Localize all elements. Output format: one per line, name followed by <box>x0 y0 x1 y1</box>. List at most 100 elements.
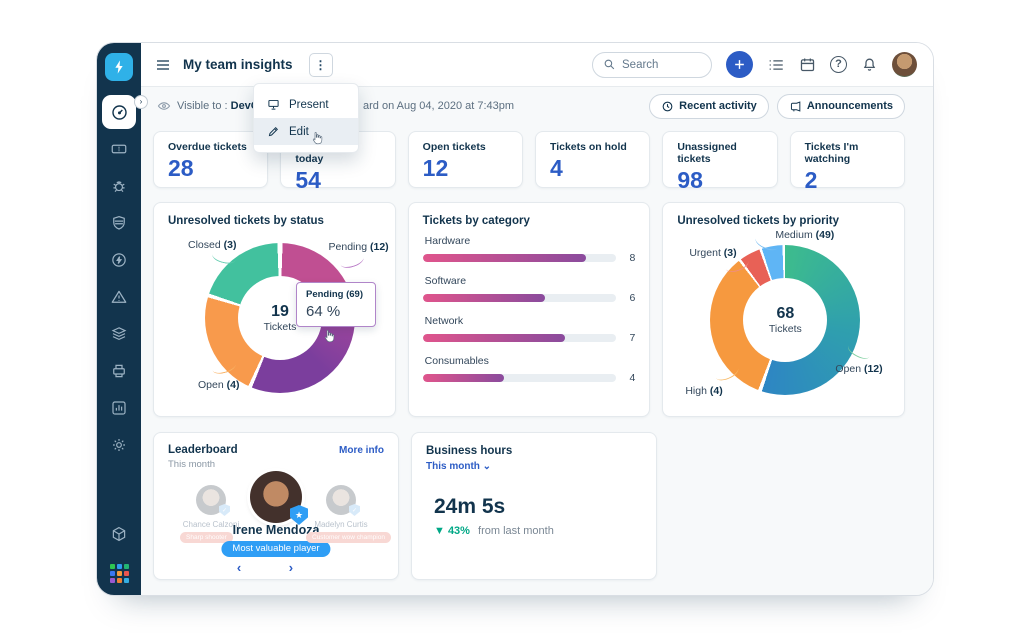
category-bar-row[interactable]: Hardware 8 <box>422 235 635 264</box>
label-pending: Pending (12) <box>328 241 389 253</box>
notifications-button[interactable] <box>861 56 878 73</box>
leaderboard-avatar-winner[interactable]: ★ <box>250 471 308 525</box>
star-shield-badge-icon: ★ <box>290 505 308 525</box>
stat-card[interactable]: Tickets on hold 4 <box>534 131 651 188</box>
shield-badge-icon: ✓ <box>219 504 230 516</box>
sidebar-item-problems[interactable] <box>102 169 136 203</box>
calendar-icon <box>800 58 815 72</box>
main-area: My team insights ⋮ Search <box>141 43 933 595</box>
user-avatar[interactable] <box>892 52 917 77</box>
leaderboard-avatar-right[interactable]: ✓ <box>326 485 360 516</box>
dashboard-kebab-menu-button[interactable]: ⋮ <box>308 52 333 77</box>
card-tickets-by-category: Tickets by category Hardware 8 Software … <box>407 202 651 417</box>
card-business-hours: Business hours This month ⌄ 24m 5s ▼ 43%… <box>411 432 657 580</box>
chart-title: Unresolved tickets by priority <box>677 215 840 227</box>
todo-list-button[interactable] <box>767 56 785 74</box>
chart-title: Unresolved tickets by status <box>168 215 324 227</box>
badge-pill: Sharp shooter <box>180 532 233 543</box>
bar-track <box>422 254 617 262</box>
category-bar-row[interactable]: Consumables 4 <box>422 355 635 384</box>
bar-fill <box>422 294 546 302</box>
shield-badge-icon: ✓ <box>349 504 360 516</box>
stat-card[interactable]: Tickets I'm watching 2 <box>789 131 905 193</box>
present-screen-icon <box>268 99 279 110</box>
bar-value: 6 <box>629 292 636 304</box>
sidebar-item-tickets[interactable] <box>102 132 136 166</box>
dashboard-context-menu: Present Edit <box>253 83 359 153</box>
bar-fill <box>422 334 566 342</box>
stat-label: Tickets on hold <box>549 141 627 153</box>
category-bar-row[interactable]: Software 6 <box>422 275 636 304</box>
plus-icon <box>735 60 744 69</box>
sidebar-item-releases[interactable] <box>102 243 136 277</box>
help-button[interactable]: ? <box>830 56 847 73</box>
sidebar-item-alerts[interactable] <box>102 280 136 314</box>
label-open: Open (12) <box>835 363 883 375</box>
bar-track <box>422 294 617 302</box>
mvp-badge-pill: Most valuable player <box>221 541 331 557</box>
calendar-button[interactable] <box>799 56 816 73</box>
label-medium: Medium (49) <box>775 229 835 241</box>
stat-label: Overdue tickets <box>168 141 247 153</box>
card-unresolved-by-priority: Unresolved tickets by priority 68 Ticket… <box>662 202 906 417</box>
label-urgent: Urgent (3) <box>689 247 737 259</box>
stat-card[interactable]: Unassigned tickets 98 <box>662 131 778 193</box>
label-open: Open (4) <box>198 379 240 391</box>
business-hours-period-select[interactable]: This month ⌄ <box>426 461 492 472</box>
stat-card[interactable]: Overdue tickets 28 <box>153 131 269 188</box>
sidebar-item-contracts[interactable] <box>102 354 136 388</box>
leaderboard-winner-name: Irene Mendoza <box>232 523 320 537</box>
sidebar: › ••• <box>97 43 148 595</box>
topbar: My team insights ⋮ Search <box>141 43 933 87</box>
sidebar-item-sandbox[interactable]: ••• <box>102 517 144 551</box>
eye-icon <box>157 102 171 110</box>
bar-value: 7 <box>629 332 636 344</box>
sidebar-item-changes[interactable] <box>102 206 136 240</box>
sidebar-expand-icon[interactable]: › <box>134 95 148 109</box>
stat-label: Tickets I'm watching <box>804 141 859 165</box>
hamburger-menu-icon[interactable] <box>155 57 171 73</box>
business-hours-value: 24m 5s <box>434 495 506 518</box>
leaderboard-name: Madelyn Curtis <box>314 520 368 529</box>
megaphone-icon <box>790 100 801 112</box>
history-clock-icon <box>662 101 673 111</box>
hand-cursor-icon <box>310 131 325 149</box>
checklist-icon <box>769 59 783 70</box>
down-arrow-delta: ▼ 43% <box>434 525 470 537</box>
search-input[interactable]: Search <box>592 51 712 78</box>
more-info-link[interactable]: More info <box>339 445 384 456</box>
sidebar-item-assets[interactable]: ••• <box>102 317 144 351</box>
leaderboard-avatar-left[interactable]: ✓ <box>196 485 230 516</box>
stats-row: Overdue tickets 28 Tickets due today 54 … <box>153 131 905 193</box>
category-label: Network <box>424 315 464 327</box>
create-new-button[interactable] <box>726 51 753 78</box>
freshworks-bolt-logo[interactable] <box>105 53 133 81</box>
bar-track <box>422 374 617 382</box>
stat-card[interactable]: Open tickets 12 <box>407 131 523 188</box>
category-bars: Hardware 8 Software 6 Network <box>422 235 636 384</box>
app-switcher-grid-icon[interactable] <box>109 564 129 583</box>
stat-value: 12 <box>422 155 449 181</box>
recent-activity-button[interactable]: Recent activity <box>649 93 769 119</box>
stat-label: Unassigned tickets <box>677 141 737 165</box>
hand-cursor-icon <box>322 329 337 349</box>
leaderboard-pager-arrows[interactable]: ‹ › <box>236 560 316 575</box>
announcements-button[interactable]: Announcements <box>776 93 905 119</box>
priority-donut-chart[interactable]: 68 Tickets <box>710 245 861 395</box>
category-bar-row[interactable]: Network 7 <box>422 315 636 344</box>
bar-fill <box>422 254 586 262</box>
menu-item-edit[interactable]: Edit <box>254 118 358 145</box>
menu-item-present[interactable]: Present <box>254 91 358 118</box>
sidebar-item-dashboard[interactable] <box>102 95 136 129</box>
bell-icon <box>863 58 876 71</box>
card-unresolved-by-status: Unresolved tickets by status 19 Tickets … <box>153 202 396 417</box>
sidebar-item-analytics[interactable] <box>102 391 136 425</box>
edit-pencil-icon <box>268 127 278 137</box>
callout-line <box>845 340 873 362</box>
sidebar-item-settings[interactable] <box>102 428 136 462</box>
visible-to-label: Visible to : <box>177 100 228 112</box>
category-label: Software <box>424 275 467 287</box>
stat-value: 28 <box>168 155 194 181</box>
bar-track <box>422 334 617 342</box>
